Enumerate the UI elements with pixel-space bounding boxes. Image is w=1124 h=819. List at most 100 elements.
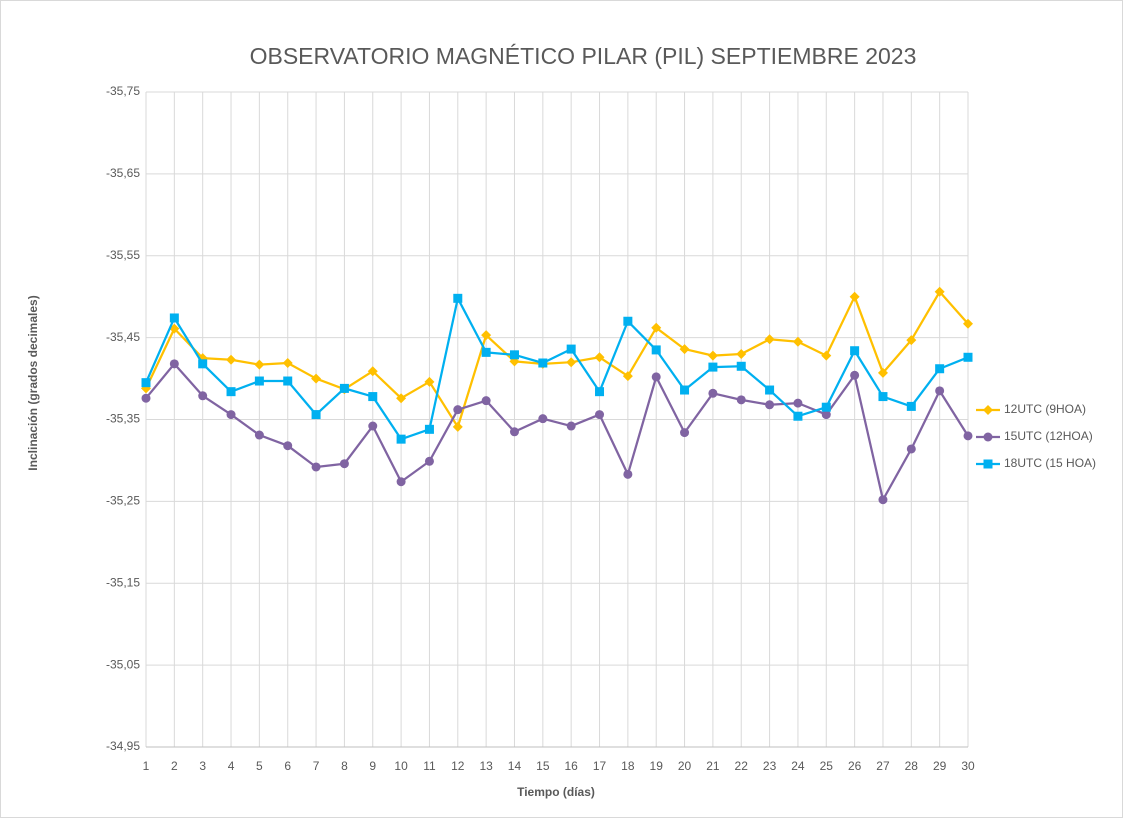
marker <box>707 350 718 361</box>
marker <box>764 334 775 345</box>
marker <box>566 344 576 354</box>
marker <box>983 405 993 415</box>
marker <box>821 410 831 420</box>
x-tick-label: 29 <box>933 759 947 773</box>
marker <box>254 359 265 370</box>
marker <box>849 291 860 302</box>
marker <box>538 414 548 424</box>
marker <box>793 398 803 408</box>
x-tick-label: 10 <box>394 759 408 773</box>
x-tick-label: 27 <box>876 759 890 773</box>
y-tick-label: -35,65 <box>106 166 140 180</box>
marker <box>595 410 605 420</box>
x-tick-label: 3 <box>199 759 206 773</box>
marker <box>141 393 151 403</box>
marker <box>906 401 916 411</box>
marker <box>141 378 151 388</box>
marker <box>254 376 264 386</box>
marker <box>509 350 519 360</box>
x-tick-label: 18 <box>621 759 635 773</box>
marker <box>509 427 519 437</box>
y-tick-label: -35,05 <box>106 657 140 671</box>
x-tick-label: 20 <box>678 759 692 773</box>
y-tick-label: -35,75 <box>106 84 140 98</box>
marker <box>877 367 888 378</box>
marker <box>424 376 435 387</box>
marker <box>792 336 803 347</box>
marker <box>453 293 463 303</box>
x-tick-label: 12 <box>451 759 465 773</box>
marker <box>453 405 463 415</box>
marker <box>424 424 434 434</box>
marker <box>566 357 577 368</box>
marker <box>452 421 463 432</box>
marker <box>765 400 775 410</box>
marker <box>821 402 831 412</box>
chart-title: OBSERVATORIO MAGNÉTICO PILAR (PIL) SEPTI… <box>250 43 917 69</box>
marker <box>311 462 321 472</box>
legend-label: 18UTC (15 HOA) <box>1004 456 1096 470</box>
x-tick-label: 17 <box>593 759 607 773</box>
marker <box>198 359 208 369</box>
marker <box>850 346 860 356</box>
marker <box>169 359 179 369</box>
marker <box>983 459 993 469</box>
y-tick-label: -35,15 <box>106 575 140 589</box>
y-tick-label: -35,25 <box>106 494 140 508</box>
marker <box>622 371 633 382</box>
x-tick-label: 4 <box>228 759 235 773</box>
legend-label: 12UTC (9HOA) <box>1004 402 1086 416</box>
x-tick-label: 8 <box>341 759 348 773</box>
series-line <box>144 297 969 441</box>
x-tick-label: 19 <box>650 759 664 773</box>
y-axis-title: Inclinación (grados decimales) <box>26 295 40 470</box>
marker <box>169 313 179 323</box>
y-tick-label: -35,45 <box>106 330 140 344</box>
marker <box>339 459 349 469</box>
x-tick-label: 16 <box>564 759 578 773</box>
x-tick-label: 5 <box>256 759 263 773</box>
x-tick-label: 15 <box>536 759 550 773</box>
marker <box>983 432 993 442</box>
marker <box>367 366 378 377</box>
marker <box>679 344 690 355</box>
marker <box>283 441 293 451</box>
marker <box>963 352 973 362</box>
x-tick-label: 2 <box>171 759 178 773</box>
marker <box>736 361 746 371</box>
marker <box>821 350 832 361</box>
marker <box>651 372 661 382</box>
x-tick-label: 24 <box>791 759 805 773</box>
x-tick-label: 7 <box>313 759 320 773</box>
marker <box>878 392 888 402</box>
x-tick-label: 11 <box>423 759 436 773</box>
x-tick-label: 21 <box>706 759 720 773</box>
marker <box>963 431 973 441</box>
marker <box>481 347 491 357</box>
y-tick-label: -35,55 <box>106 248 140 262</box>
marker <box>765 385 775 395</box>
marker <box>368 421 378 431</box>
marker <box>481 330 492 341</box>
marker <box>396 393 407 404</box>
marker <box>651 322 662 333</box>
marker <box>396 434 406 444</box>
marker <box>311 410 321 420</box>
marker <box>282 358 293 369</box>
marker <box>623 469 633 479</box>
marker <box>254 430 264 440</box>
marker <box>594 352 605 363</box>
x-tick-label: 26 <box>848 759 862 773</box>
x-tick-label: 14 <box>508 759 522 773</box>
marker <box>283 376 293 386</box>
x-tick-label: 22 <box>735 759 749 773</box>
marker <box>935 386 945 396</box>
marker <box>736 349 747 359</box>
x-tick-label: 30 <box>961 759 975 773</box>
marker <box>963 318 973 329</box>
x-tick-label: 6 <box>284 759 291 773</box>
y-tick-label: -34,95 <box>106 739 140 753</box>
marker <box>934 286 945 297</box>
